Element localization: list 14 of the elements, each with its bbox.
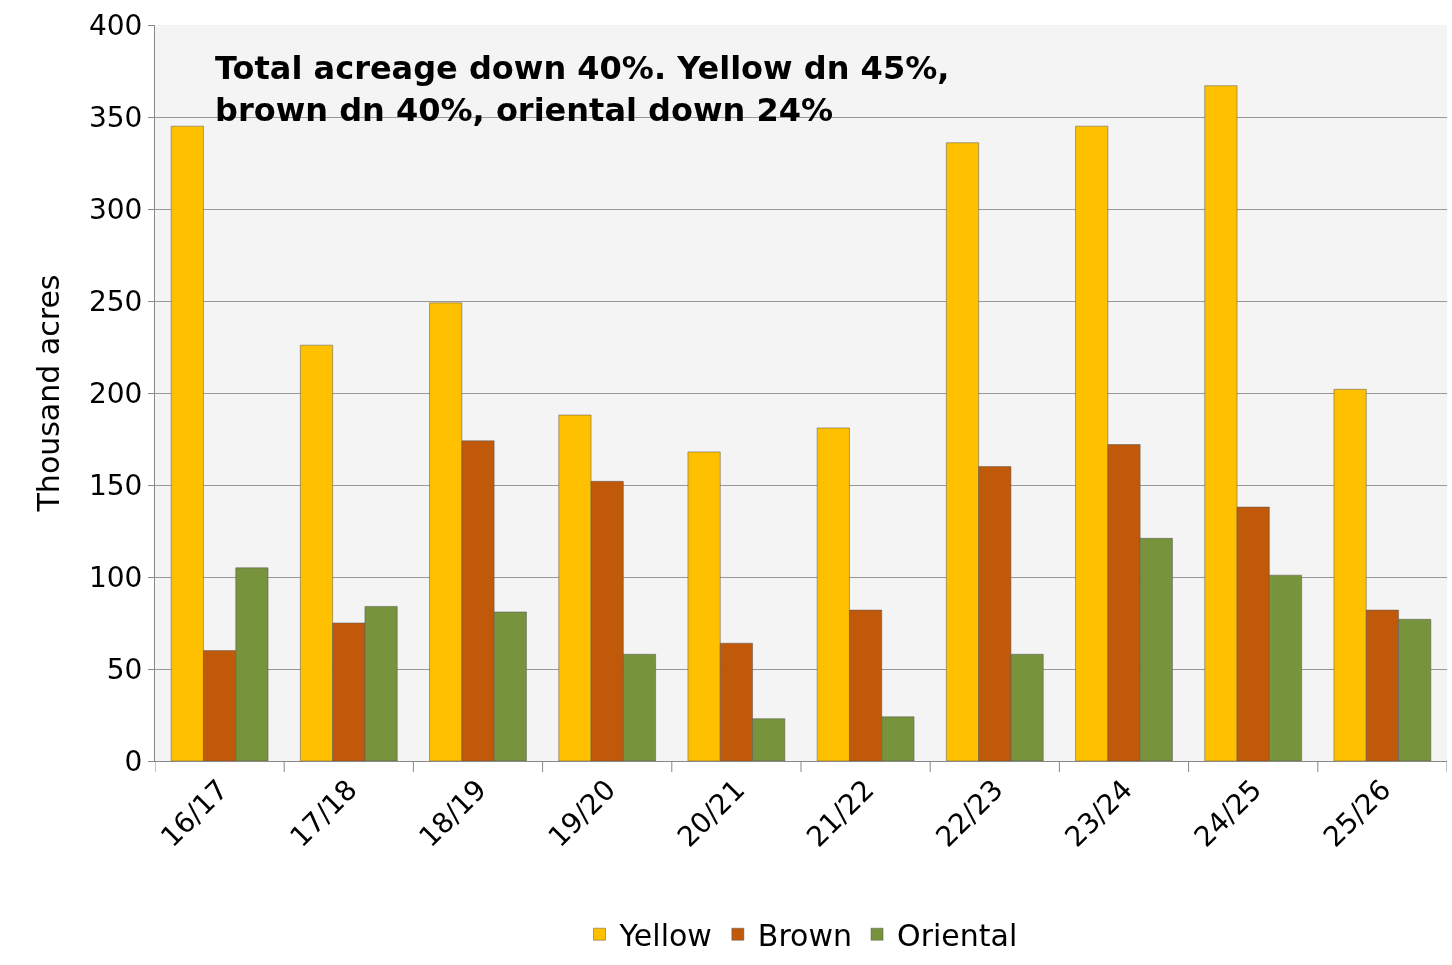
annotation: Total acreage down 40%. Yellow dn 45%, brown dn 40%, oriental down 24% <box>215 49 950 129</box>
y-tick-label: 200 <box>88 376 143 410</box>
y-tick-label: 0 <box>124 744 143 778</box>
y-tick-label: 350 <box>88 100 143 134</box>
y-tick-label: 150 <box>88 468 143 502</box>
y-tick-label: 50 <box>106 652 143 686</box>
legend-label: Oriental <box>897 917 1018 953</box>
y-tick-label: 100 <box>88 560 143 594</box>
y-axis-title: Thousand acres <box>30 274 66 513</box>
y-tick-label: 400 <box>88 8 143 42</box>
legend-label: Yellow <box>618 917 712 953</box>
legend-label: Brown <box>757 917 853 953</box>
y-tick-label: 300 <box>88 192 143 226</box>
y-tick-label: 250 <box>88 284 143 318</box>
